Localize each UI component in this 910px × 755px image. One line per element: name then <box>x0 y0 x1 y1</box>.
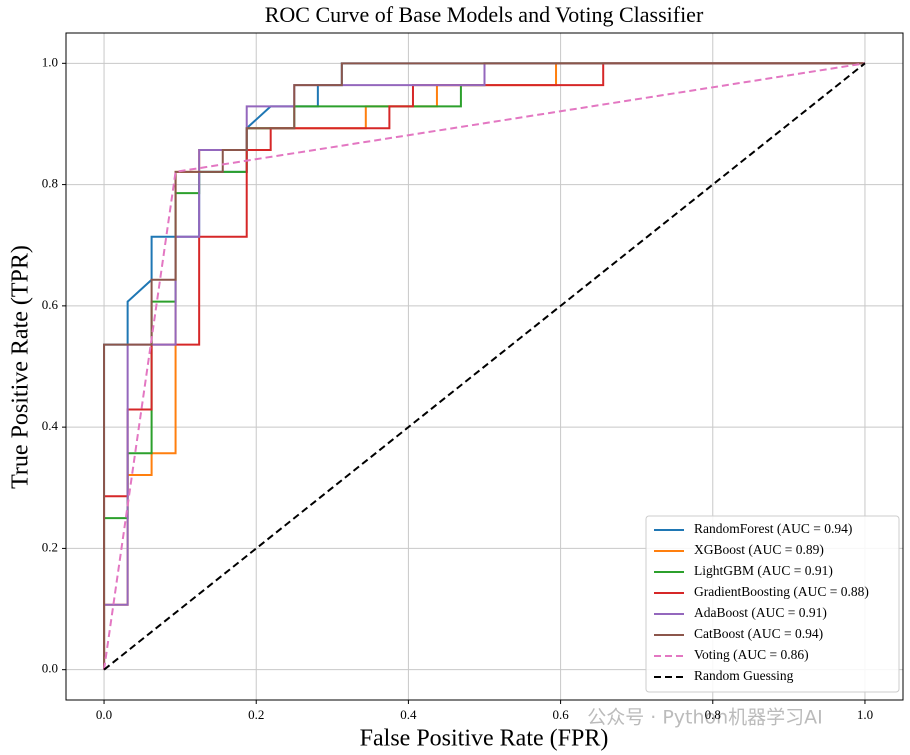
legend: RandomForest (AUC = 0.94) XGBoost (AUC = … <box>645 515 900 693</box>
legend-label: Voting (AUC = 0.86) <box>694 647 809 662</box>
legend-box <box>645 515 900 693</box>
x-axis-label: False Positive Rate (FPR) <box>360 726 609 752</box>
roc-line <box>103 62 865 670</box>
legend-label: GradientBoosting (AUC = 0.88) <box>694 584 869 599</box>
roc-line <box>103 62 866 670</box>
x-tick-label: 0.2 <box>248 707 264 722</box>
legend-label: LightGBM (AUC = 0.91) <box>694 563 833 578</box>
x-tick-label: 0.4 <box>400 707 417 722</box>
y-tick-label: 0.0 <box>42 661 58 676</box>
watermark: 公众号 · Python机器学习AI <box>587 707 823 729</box>
y-tick-label: 1.0 <box>42 54 58 69</box>
legend-label: XGBoost (AUC = 0.89) <box>694 542 824 557</box>
x-tick-label: 0.8 <box>705 707 721 722</box>
roc-line <box>103 62 866 671</box>
y-tick-label: 0.4 <box>42 418 59 433</box>
plot-frame <box>65 32 904 701</box>
x-tick-label: 0.0 <box>96 707 112 722</box>
y-tick-label: 0.6 <box>42 297 59 312</box>
y-tick-label: 0.8 <box>42 176 58 191</box>
legend-label: CatBoost (AUC = 0.94) <box>694 626 823 641</box>
legend-label: RandomForest (AUC = 0.94) <box>694 521 852 536</box>
chart-title: ROC Curve of Base Models and Voting Clas… <box>265 2 704 27</box>
legend-label: AdaBoost (AUC = 0.91) <box>694 605 827 620</box>
roc-line <box>103 62 865 670</box>
x-tick-label: 0.6 <box>552 707 569 722</box>
x-tick-label: 1.0 <box>857 707 873 722</box>
y-axis-label: True Positive Rate (TPR) <box>8 245 34 489</box>
y-tick-label: 0.2 <box>42 539 58 554</box>
legend-label: Random Guessing <box>694 668 794 683</box>
